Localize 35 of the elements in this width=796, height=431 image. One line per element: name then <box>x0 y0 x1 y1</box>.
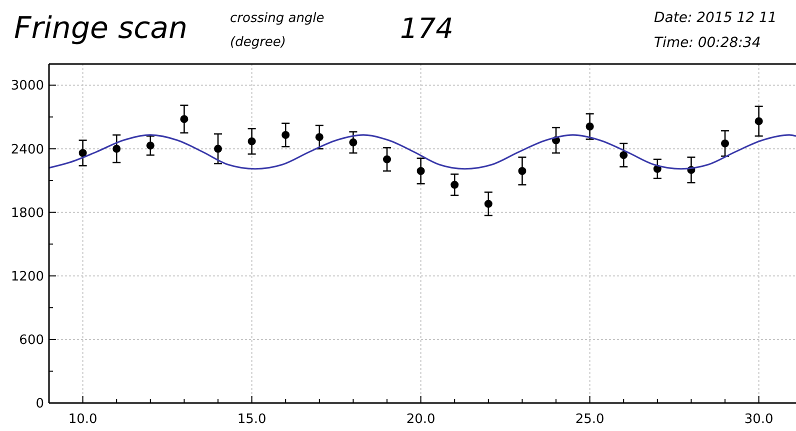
point <box>450 180 459 189</box>
chart-title: Fringe scan <box>14 11 188 46</box>
y-tick-label: 600 <box>19 332 44 348</box>
text: 174 <box>400 12 454 45</box>
point <box>620 151 628 160</box>
point <box>112 144 121 153</box>
point <box>78 148 87 157</box>
point <box>754 117 763 126</box>
text: (degree) <box>230 35 286 50</box>
point <box>484 200 492 208</box>
x-tick-label: 15.0 <box>237 412 266 427</box>
x-tick-label: 25.0 <box>575 412 604 427</box>
point <box>586 122 594 131</box>
point <box>214 144 222 153</box>
point <box>349 138 358 146</box>
y-tick-label: 3000 <box>10 78 44 94</box>
y-tick-label: 1800 <box>10 206 44 221</box>
point <box>315 133 324 142</box>
y-tick-label: 1200 <box>10 269 44 284</box>
text: crossing angle <box>230 11 324 26</box>
point <box>282 130 290 139</box>
point <box>518 166 526 175</box>
point <box>383 155 392 164</box>
point <box>146 142 154 150</box>
text: Date: 2015 12 11 <box>654 10 777 26</box>
point <box>180 115 188 124</box>
y-tick-label: 2400 <box>10 142 44 158</box>
y-tick-label: 0 <box>36 396 44 412</box>
text: Time: 00:28:34 <box>654 35 761 51</box>
point <box>248 137 256 146</box>
x-tick-label: 10.0 <box>68 412 98 427</box>
point <box>416 166 425 175</box>
x-tick-label: 20.0 <box>406 412 436 427</box>
point <box>721 139 730 148</box>
x-tick-label: 30.0 <box>744 412 774 427</box>
